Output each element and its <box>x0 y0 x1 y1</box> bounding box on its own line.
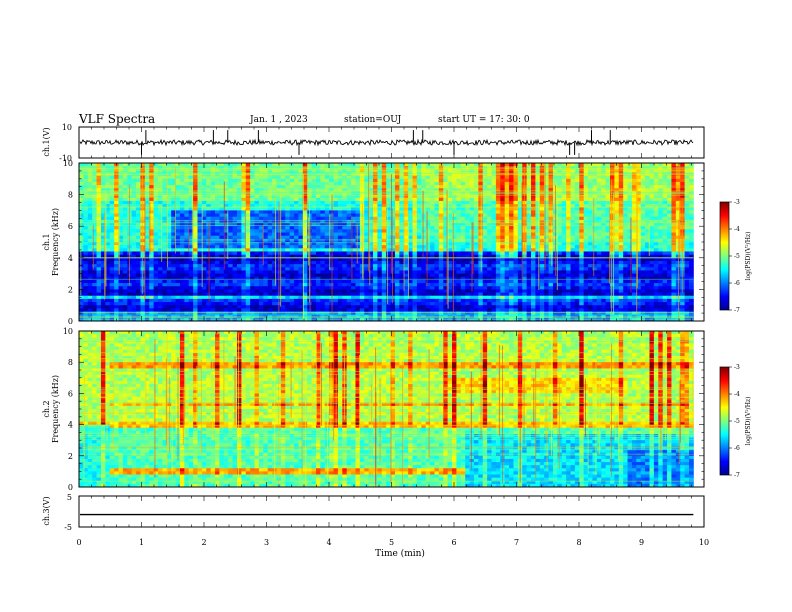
freq-tick-label: 8 <box>68 358 73 367</box>
x-axis-tick-labels: 0 1 2 3 4 5 6 7 8 9 10 <box>76 538 709 547</box>
x-tick-label: 8 <box>576 538 581 547</box>
ch2-spec-ylabel-bottom: Frequency (kHz) <box>51 375 60 443</box>
ch2-spectrogram-image <box>79 331 694 488</box>
ch1-ytick-bottom: -10 <box>59 154 72 163</box>
date-label: Jan. 1 , 2023 <box>250 115 308 125</box>
ch1-ytick-top: 10 <box>62 123 72 132</box>
x-tick-label: 3 <box>264 538 269 547</box>
station-label: station=OUJ <box>344 115 402 125</box>
freq-tick-label: 0 <box>68 483 73 492</box>
freq-tick-label: 6 <box>68 222 73 231</box>
x-tick-label: 7 <box>514 538 519 547</box>
ch3-ylabel: ch.3(V) <box>42 496 51 525</box>
freq-tick-label: 4 <box>68 254 73 263</box>
x-axis-label: Time (min) <box>375 548 425 559</box>
freq-tick-label: 8 <box>68 191 73 200</box>
ch2-spec-ylabel-top: ch.2 <box>42 400 51 417</box>
colorbar-tick-label: -6 <box>734 445 740 452</box>
start-time-label: start UT = 17: 30: 0 <box>438 115 530 125</box>
x-tick-label: 0 <box>76 538 81 547</box>
ch3-ytick-bottom: -5 <box>64 523 72 532</box>
freq-tick-label: 2 <box>68 285 73 294</box>
x-tick-label: 2 <box>201 538 206 547</box>
ch3-ytick-top: 5 <box>67 493 72 502</box>
colorbar-tick-label: -7 <box>734 307 740 314</box>
x-tick-label: 9 <box>639 538 644 547</box>
colorbar-tick-label: -3 <box>734 364 740 371</box>
x-tick-label: 4 <box>326 538 331 547</box>
ch1-spectrogram-panel: 0 2 4 6 8 10 ch.1 Frequency (kHz) -3 -4 -5 -6 -7 … <box>42 159 752 326</box>
x-tick-label: 1 <box>139 538 144 547</box>
freq-tick-label: 2 <box>68 452 73 461</box>
ch2-colorbar-label: log(PSD)(V²/Hz) <box>745 397 752 446</box>
x-tick-label: 6 <box>451 538 456 547</box>
colorbar-tick-label: -5 <box>734 253 740 260</box>
colorbar-tick-label: -3 <box>734 199 740 206</box>
ch1-spectrogram-image <box>79 163 694 322</box>
colorbar-tick-label: -7 <box>734 472 740 479</box>
ch2-colorbar: -3 -4 -5 -6 -7 log(PSD)(V²/Hz) <box>719 364 752 479</box>
colorbar-tick-label: -5 <box>734 418 740 425</box>
ch2-spectrogram-panel: 0 2 4 6 8 10 ch.2 Frequency (kHz) -3 -4 -5 -6 -7 … <box>42 327 752 492</box>
ch1-waveform-panel: 10 -10 ch.1(V) <box>42 123 705 163</box>
figure-title: VLF Spectra <box>79 112 156 126</box>
ch1-spec-ylabel-bottom: Frequency (kHz) <box>51 208 60 276</box>
ch1-spec-ylabel-top: ch.1 <box>42 233 51 250</box>
colorbar-tick-label: -4 <box>734 226 740 233</box>
x-tick-label: 10 <box>699 538 709 547</box>
freq-tick-label: 10 <box>63 327 73 336</box>
freq-tick-label: 10 <box>63 159 73 168</box>
x-tick-label: 5 <box>389 538 394 547</box>
ch1-ylabel: ch.1(V) <box>42 127 51 156</box>
ch1-colorbar-label: log(PSD)(V²/Hz) <box>745 232 752 281</box>
colorbar-tick-label: -6 <box>734 280 740 287</box>
colorbar-tick-label: -4 <box>734 391 740 398</box>
freq-tick-label: 6 <box>68 389 73 398</box>
ch1-waveform-trace <box>79 130 694 155</box>
freq-tick-label: 4 <box>68 421 73 430</box>
freq-tick-label: 0 <box>68 317 73 326</box>
ch3-waveform-panel: 5 -5 ch.3(V) <box>42 493 705 532</box>
ch1-colorbar: -3 -4 -5 -6 -7 log(PSD)(V²/Hz) <box>719 199 752 314</box>
